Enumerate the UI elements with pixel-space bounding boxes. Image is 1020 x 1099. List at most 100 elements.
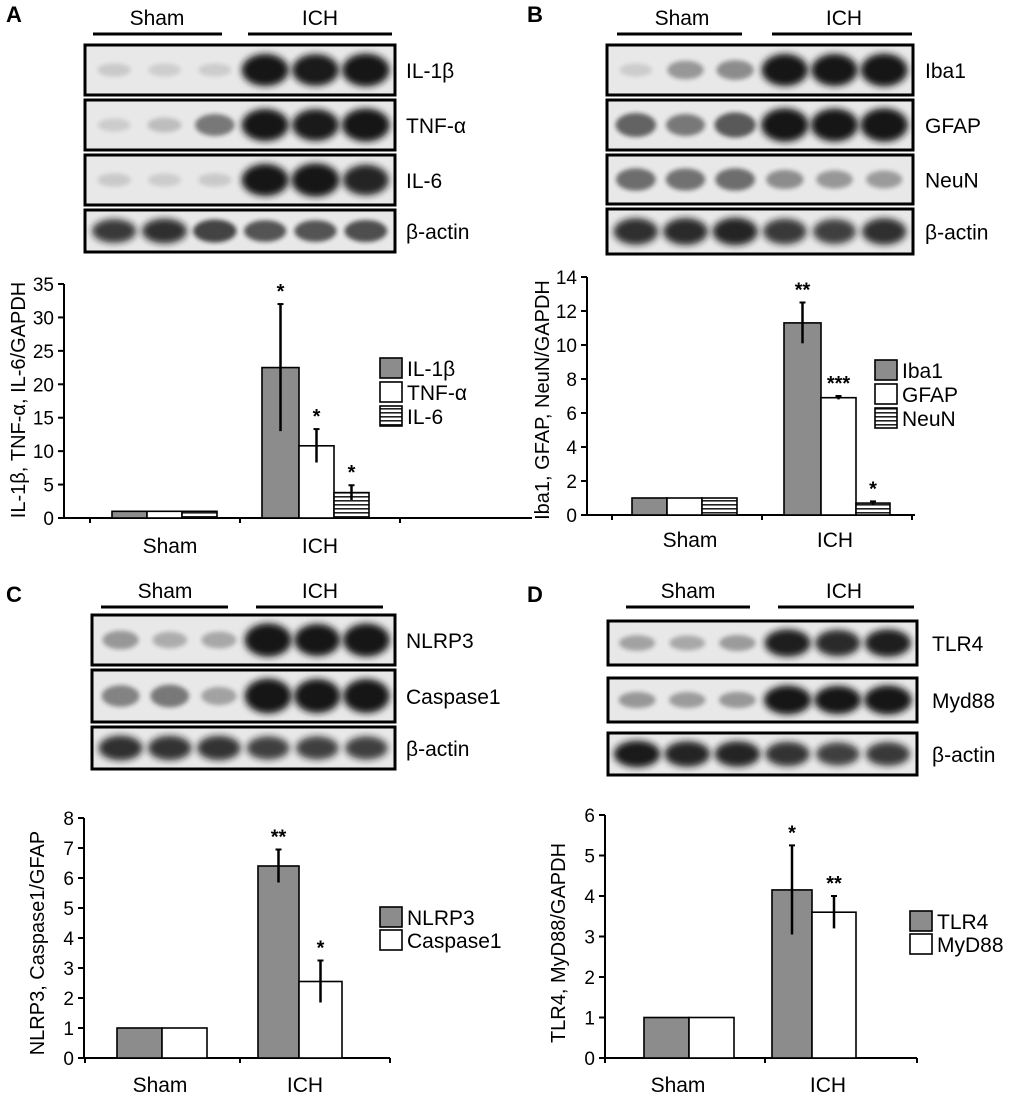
bar-sham-0 <box>116 1027 163 1059</box>
blot-band <box>92 219 137 243</box>
blot-band <box>714 741 761 767</box>
legend-label: TNF-α <box>407 382 467 405</box>
legend-label: MyD88 <box>937 934 1004 957</box>
blot-band <box>198 63 232 77</box>
panel-letter: C <box>6 582 22 607</box>
blot-band <box>815 742 860 766</box>
blot-band <box>341 108 390 142</box>
significance-stars: * <box>348 462 356 484</box>
blot-band <box>152 631 188 649</box>
blot-band <box>294 623 341 657</box>
legend-label: IL-6 <box>407 406 443 429</box>
blot-band <box>667 60 704 80</box>
blot-band <box>195 114 235 136</box>
significance-stars: ** <box>795 280 811 302</box>
panel-b-blots: B Sham ICH Iba1 GFAP NeuN β-actin <box>527 2 988 256</box>
blot-band <box>98 735 143 761</box>
bar-sham-1 <box>688 1016 735 1059</box>
significance-stars: * <box>277 281 285 303</box>
blot-row: NLRP3 <box>90 613 474 667</box>
y-tick-label: 2 <box>566 472 577 493</box>
significance-stars: ** <box>826 873 842 895</box>
chart-a: 0 5 10 15 20 25 30 35 Sham ICH IL-1β, TNF-α, IL-6/… <box>8 275 532 558</box>
blot-band <box>342 53 390 87</box>
y-tick-label: 5 <box>63 899 74 920</box>
significance-stars: * <box>788 822 796 844</box>
blot-band <box>719 635 756 651</box>
blot-band <box>244 678 292 714</box>
blot-band <box>668 692 706 708</box>
legend-label: NeuN <box>902 408 956 431</box>
blot-band <box>292 54 339 86</box>
blot-band <box>97 173 131 187</box>
x-category-label: ICH <box>287 1074 323 1097</box>
y-tick-label: 35 <box>33 275 54 296</box>
y-tick-label: 25 <box>33 342 54 363</box>
blot-band <box>197 735 241 761</box>
blot-row-label: IL-6 <box>406 170 442 193</box>
blot-band <box>762 218 807 245</box>
y-tick-label: 4 <box>584 887 595 908</box>
blot-band <box>295 736 339 760</box>
bar-sham-2 <box>181 510 218 519</box>
blot-band <box>344 219 388 243</box>
legend-label: NLRP3 <box>407 907 475 930</box>
x-category-label: Sham <box>651 1074 706 1097</box>
y-tick-label: 20 <box>33 375 54 396</box>
blot-band <box>811 53 858 87</box>
y-tick-label: 0 <box>584 1049 595 1070</box>
blot-band <box>861 218 907 245</box>
y-tick-label: 6 <box>63 869 74 890</box>
blot-band <box>718 691 756 709</box>
blot-band <box>201 631 237 649</box>
blot-row: Caspase1 <box>90 668 501 724</box>
significance-stars: ** <box>271 827 287 849</box>
bar-sham-0 <box>643 1016 690 1059</box>
y-tick-label: 6 <box>566 404 577 425</box>
blot-band <box>148 63 181 77</box>
blot-band <box>712 217 758 246</box>
blot-band <box>193 219 237 243</box>
bar-sham-0 <box>111 510 148 519</box>
bar-sham-1 <box>146 510 183 519</box>
y-tick-label: 3 <box>63 959 74 980</box>
blot-row: IL-1β <box>83 43 454 97</box>
y-tick-label: 30 <box>33 308 54 329</box>
blot-band <box>812 218 857 245</box>
blot-band <box>97 118 131 132</box>
blot-band <box>343 623 390 657</box>
y-tick-label: 10 <box>556 336 577 357</box>
blot-band <box>101 685 140 707</box>
chart-d: 0 1 2 3 4 5 6 Sham ICH TLR4, MyD88/GAPDH * TLR4 ** My… <box>548 806 1004 1097</box>
blot-band <box>613 740 661 768</box>
y-tick-label: 12 <box>556 302 577 323</box>
significance-stars: * <box>313 406 321 428</box>
panel-a-blots: A Sham ICH IL-1β TNF-α IL-6 β-actin <box>6 2 469 254</box>
legend-swatch <box>379 929 403 951</box>
panel-letter: B <box>527 2 543 27</box>
y-tick-label: 3 <box>584 928 595 949</box>
blot-row-label: TNF-α <box>406 115 466 138</box>
blot-frame <box>83 208 397 254</box>
legend-label: Iba1 <box>902 360 943 383</box>
blot-row: β-actin <box>90 725 469 771</box>
blot-row-label: β-actin <box>406 738 469 761</box>
x-category-label: Sham <box>133 1074 188 1097</box>
bar-ich-0 <box>257 865 300 1059</box>
blot-row-label: β-actin <box>932 744 995 767</box>
blot-band <box>244 220 287 242</box>
group-label: Sham <box>130 7 185 30</box>
blot-band <box>716 60 754 80</box>
blot-band <box>764 629 811 657</box>
blot-band <box>147 117 182 133</box>
group-label: ICH <box>826 7 862 30</box>
blot-band <box>664 741 711 767</box>
x-category-label: ICH <box>810 1074 846 1097</box>
blot-band <box>246 736 290 760</box>
blot-band <box>714 112 756 138</box>
y-tick-label: 6 <box>584 806 595 827</box>
blot-row: TNF-α <box>83 98 466 152</box>
blot-band <box>666 114 705 136</box>
y-tick-label: 0 <box>43 509 54 530</box>
